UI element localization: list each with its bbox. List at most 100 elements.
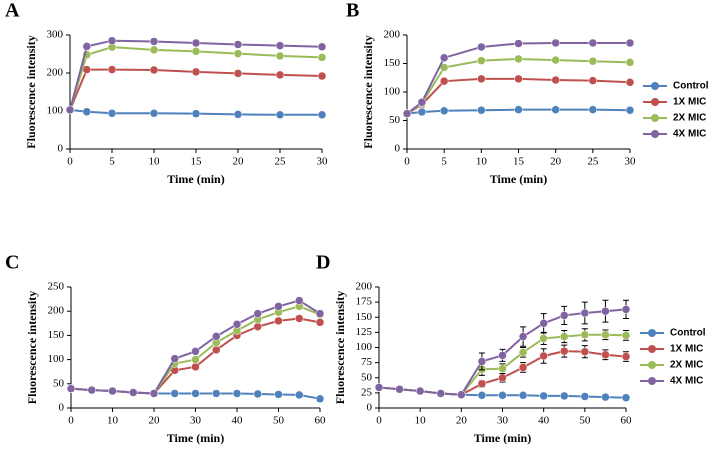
data-point [275, 51, 285, 61]
data-point [82, 42, 92, 51]
legend-label: 2X MIC [673, 113, 706, 124]
x-tick-label: 40 [538, 415, 550, 427]
data-point [551, 55, 560, 65]
data-point [439, 53, 449, 63]
y-tick-label: 0 [58, 143, 64, 155]
data-point [551, 105, 560, 114]
data-point [233, 69, 243, 78]
data-point [295, 314, 304, 323]
y-tick-label: 0 [59, 402, 65, 414]
data-point [317, 71, 327, 81]
y-tick-label: 175 [356, 296, 373, 308]
x-tick-label: 10 [107, 415, 119, 427]
data-point [518, 363, 528, 372]
data-point [149, 37, 159, 46]
x-axis-label: Time (min) [167, 172, 224, 186]
data-point [191, 355, 200, 364]
x-tick-label: 40 [232, 415, 244, 427]
data-point [170, 389, 179, 398]
y-tick-label: 300 [47, 29, 64, 41]
data-point [539, 319, 548, 328]
data-point [191, 109, 201, 118]
data-point [315, 394, 325, 404]
series-line [70, 299, 321, 395]
y-tick-label: 250 [48, 281, 65, 293]
data-point [514, 105, 523, 114]
legend-label: 4X MIC [670, 376, 703, 387]
data-point [621, 331, 631, 340]
data-point [107, 65, 117, 74]
legend-marker [651, 114, 659, 122]
data-point [560, 391, 569, 401]
data-point [274, 316, 283, 326]
legend-marker [648, 345, 656, 353]
data-point [66, 384, 76, 393]
legend-label: Control [670, 328, 706, 339]
data-point [477, 391, 487, 400]
y-tick-label: 50 [361, 371, 373, 383]
x-axis-label: Time (min) [490, 172, 547, 186]
data-point [82, 107, 92, 117]
data-point [560, 332, 569, 341]
y-tick-label: 200 [47, 67, 64, 79]
data-point [253, 389, 262, 399]
data-point [415, 386, 425, 396]
series-line [69, 46, 323, 111]
data-point [149, 389, 159, 398]
legend-label: 4X MIC [673, 129, 706, 140]
data-point [149, 109, 159, 118]
data-point [560, 311, 569, 320]
data-point [191, 47, 201, 56]
data-point [191, 67, 201, 77]
data-point [477, 42, 486, 52]
data-point [477, 379, 487, 389]
legend-marker [648, 361, 656, 369]
legend-label: Control [673, 81, 709, 92]
panel: B 0 50 100 150 200 0 5 10 15 20 25 30 Time (min) Fluor… [346, 0, 709, 186]
x-tick-label: 30 [497, 415, 509, 427]
x-tick-label: 0 [376, 415, 382, 427]
data-point [439, 76, 449, 86]
data-point [191, 389, 200, 398]
data-point [601, 306, 610, 316]
data-point [601, 330, 610, 340]
data-point [315, 318, 325, 327]
y-tick-label: 100 [356, 341, 373, 353]
x-tick-label: 30 [190, 415, 202, 427]
data-point [498, 364, 507, 373]
legend-marker [651, 98, 659, 106]
y-axis-label: Fluorescence intensity [24, 35, 38, 148]
y-tick-label: 150 [384, 57, 401, 69]
data-point [108, 386, 117, 396]
legend-marker [648, 377, 656, 385]
data-point [477, 74, 486, 84]
y-tick-label: 25 [361, 386, 373, 398]
data-point [580, 347, 590, 356]
x-tick-label: 0 [68, 415, 74, 427]
data-point [457, 390, 466, 399]
data-point [621, 305, 631, 314]
panel-label: B [346, 0, 359, 22]
data-point [212, 389, 221, 398]
data-point [539, 351, 548, 361]
data-point [149, 45, 159, 55]
data-point [498, 391, 507, 400]
y-axis-label: Fluorescence intensity [25, 291, 39, 404]
data-point [295, 390, 304, 400]
data-point [65, 105, 75, 115]
data-point [518, 391, 528, 400]
data-point [625, 58, 635, 67]
y-tick-label: 0 [367, 402, 373, 414]
data-point [539, 391, 548, 401]
x-tick-label: 5 [109, 156, 115, 168]
x-axis-label: Time (min) [474, 431, 531, 445]
x-tick-label: 50 [579, 415, 591, 427]
data-point [601, 350, 610, 360]
panel-label: C [5, 252, 19, 274]
y-tick-label: 200 [48, 305, 65, 317]
x-tick-label: 25 [587, 156, 599, 168]
data-point [621, 393, 631, 402]
x-tick-label: 5 [441, 156, 447, 168]
y-tick-label: 50 [53, 377, 65, 389]
x-tick-label: 60 [621, 415, 633, 427]
